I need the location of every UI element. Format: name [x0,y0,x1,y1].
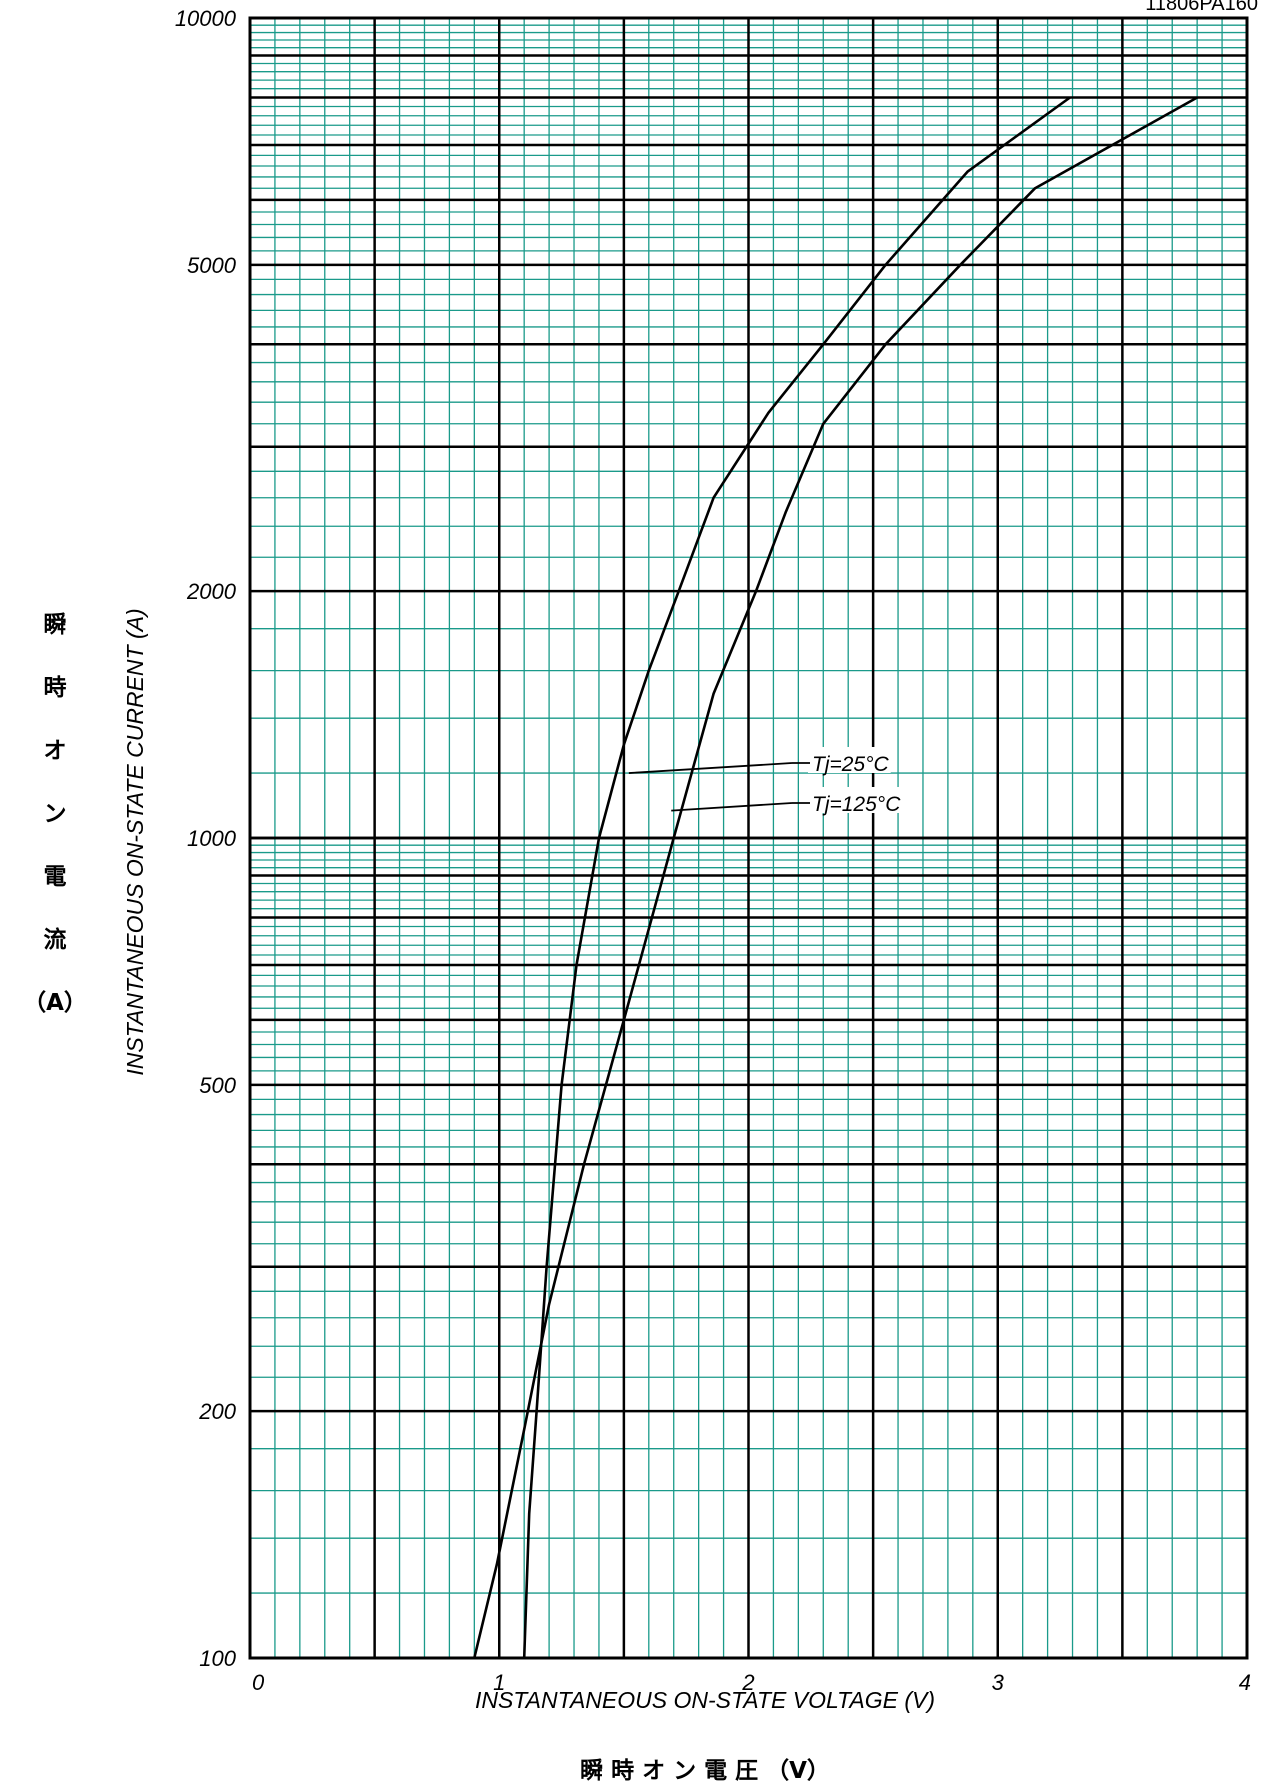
y-axis-title-jp-char: ン [44,801,67,827]
annotation-bg [808,747,891,773]
y-axis-title-jp-char: 流 [44,926,67,953]
y-axis-title-jp-char: （A） [23,989,87,1016]
x-tick-label: 1 [493,1670,505,1695]
grid-major [250,18,1247,1658]
x-tick-label: 0 [252,1670,265,1695]
y-axis-title-jp-char: オ [44,738,67,764]
tick-labels: 0 1 2 3 4 100 200 500 1000 2000 5000 10000 [175,6,1251,1695]
annotation-leader [671,802,793,812]
figure-code: 11806PA160 [1145,0,1258,15]
y-axis-title-jp-char: 電 [44,864,67,890]
annotation-label: Tj=25°C [812,753,890,776]
x-axis-title: INSTANTANEOUS ON-STATE VOLTAGE (V) [475,1687,935,1713]
y-axis-title-jp-char: 瞬 [44,612,67,638]
y-axis-title: INSTANTANEOUS ON-STATE CURRENT (A) [122,608,148,1075]
x-tick-label: 4 [1239,1670,1251,1695]
annotation-label: Tj=125°C [812,793,901,816]
y-tick-label: 100 [199,1646,236,1671]
y-tick-label: 10000 [175,6,237,31]
y-tick-label: 500 [199,1073,236,1098]
x-tick-label: 3 [992,1670,1005,1695]
plot-frame [248,16,1249,1660]
y-tick-label: 200 [198,1399,236,1424]
annotation-layer: Tj=25°C Tj=125°C [628,747,903,816]
y-tick-label: 5000 [187,253,237,278]
series-layer [473,96,1198,1659]
annotation-bg [808,787,903,813]
y-tick-label: 1000 [187,826,237,851]
y-axis-title-jp-char: 時 [44,675,67,701]
series-line-1 [473,96,1198,1659]
series-line-0 [522,96,1071,1659]
x-axis-title-jp: 瞬 時 オ ン 電 圧 （V） [580,1757,830,1784]
y-tick-label: 2000 [186,579,237,604]
x-tick-label: 2 [741,1670,754,1695]
annotation-leader [628,762,793,774]
